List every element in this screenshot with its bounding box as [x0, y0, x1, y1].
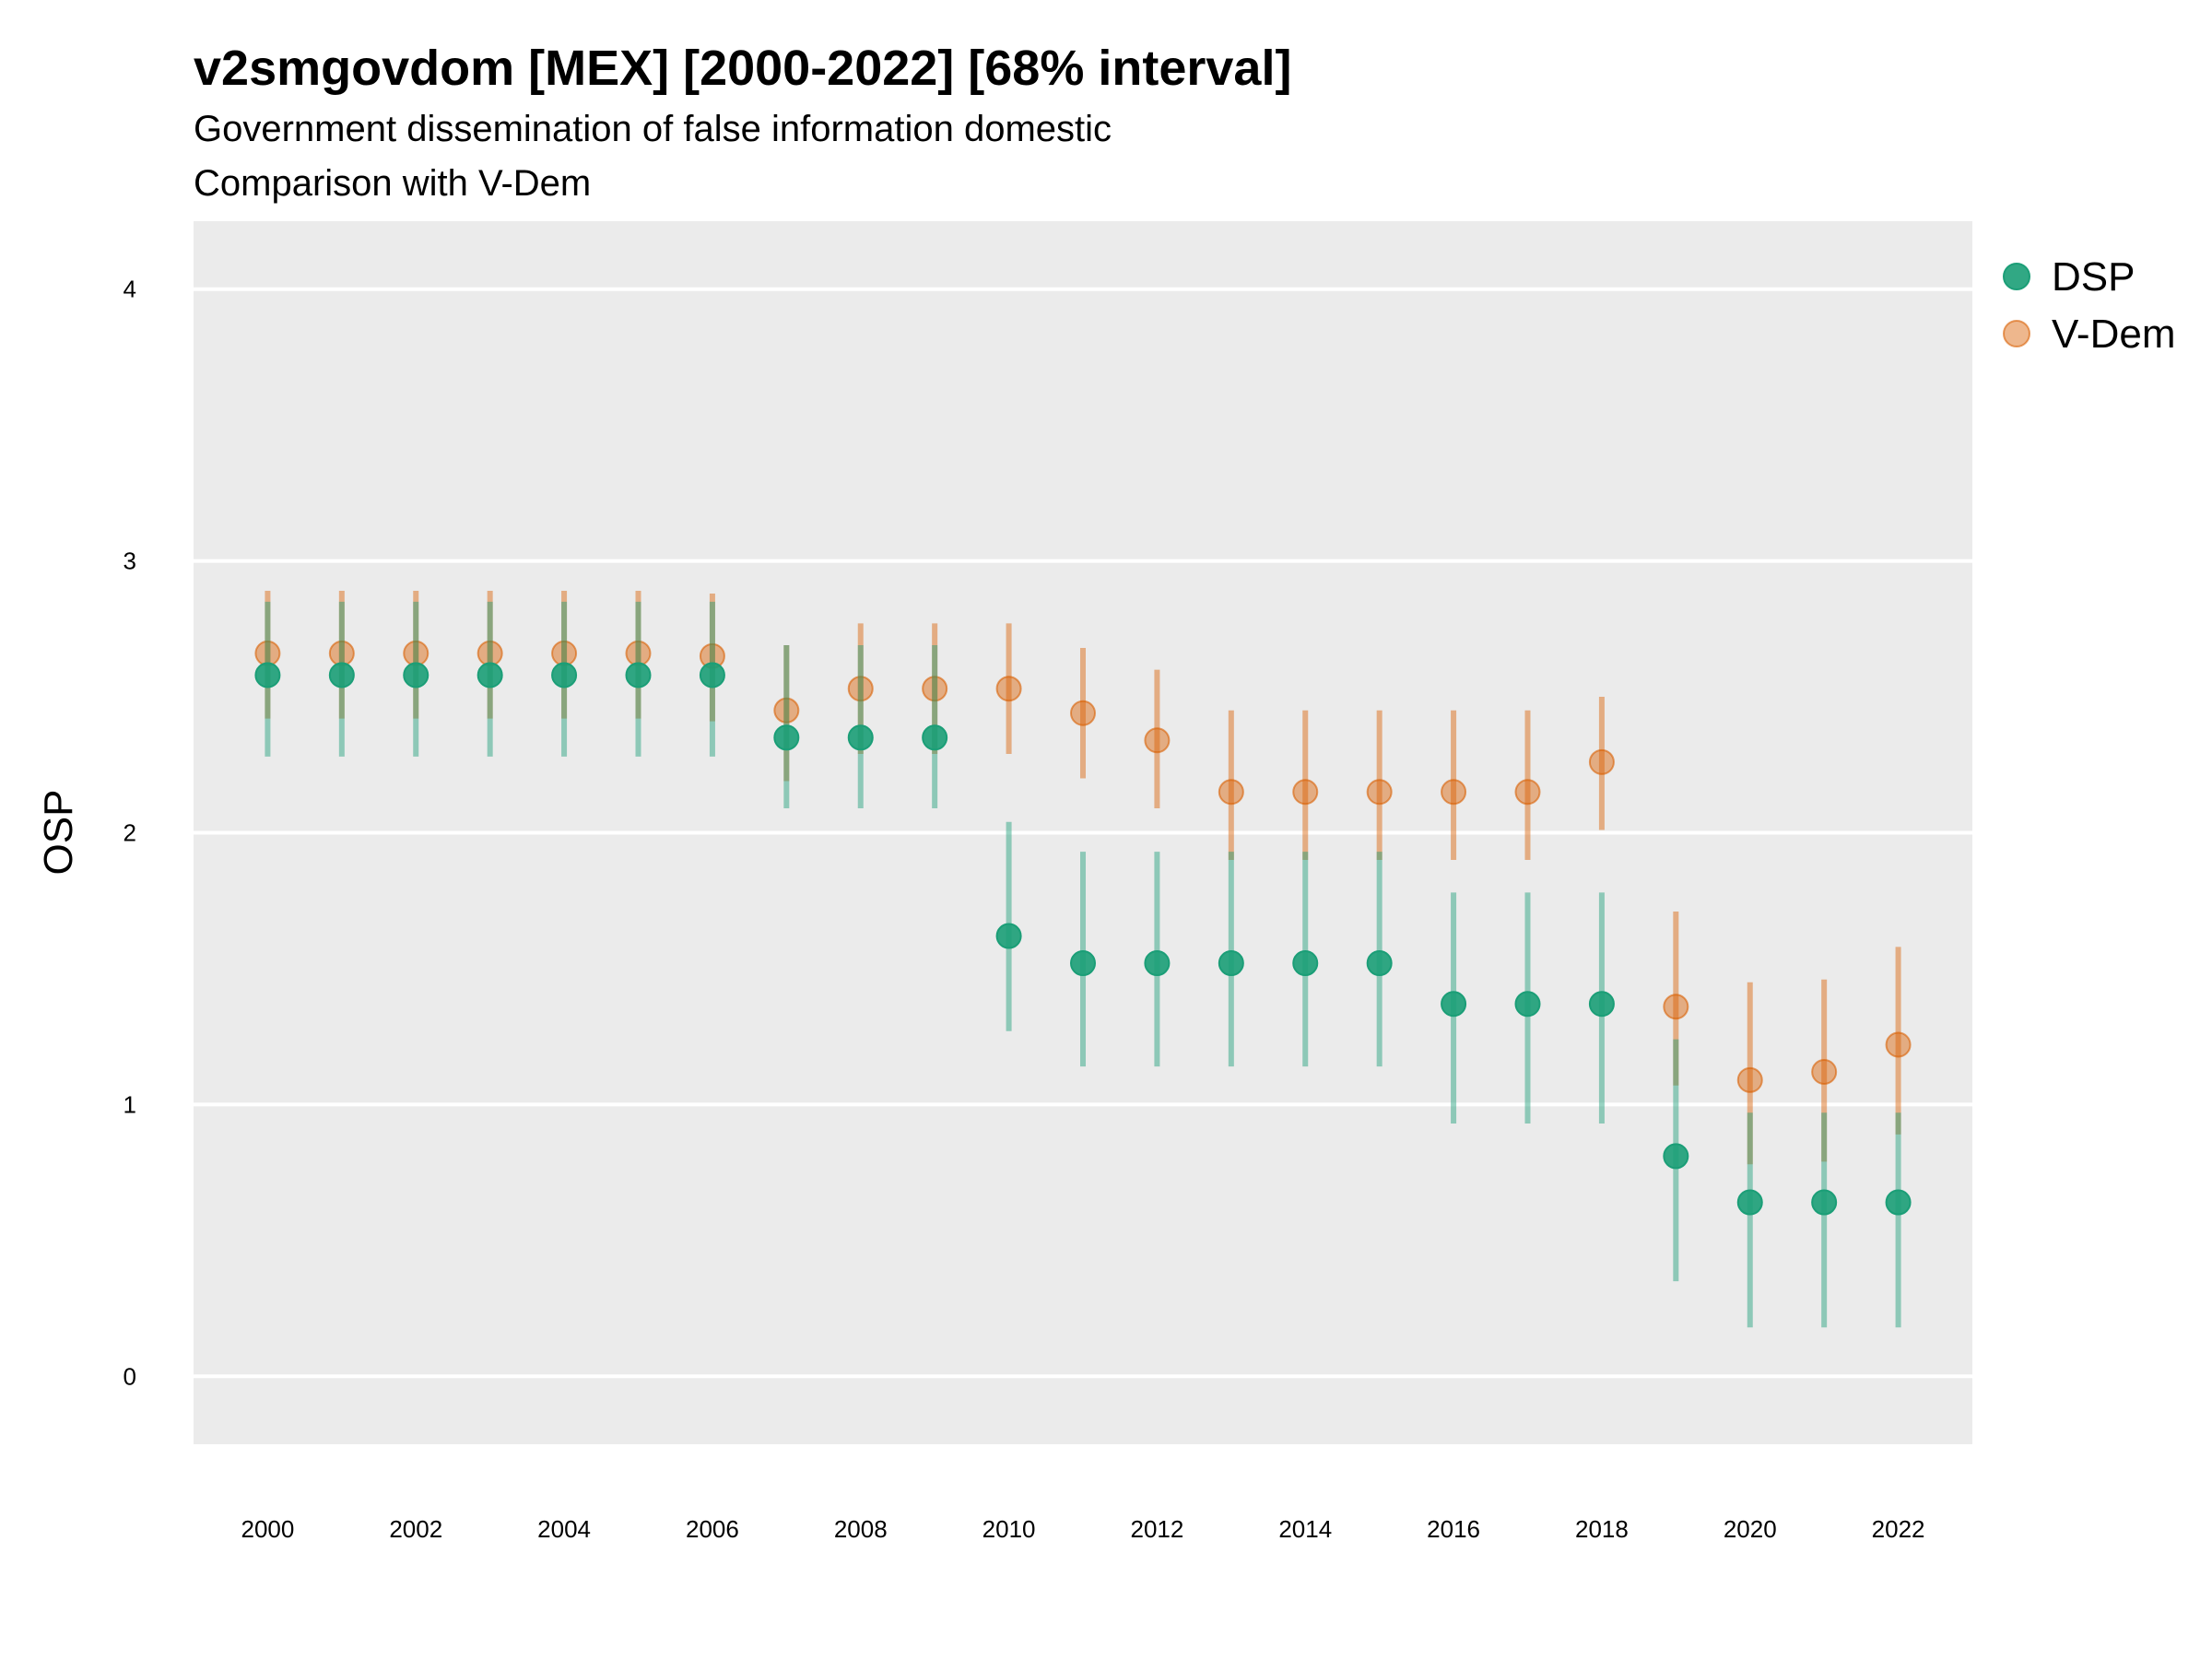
grid-lines [194, 287, 1972, 1379]
y-tick-label: 1 [124, 1090, 136, 1118]
data-point [1811, 1059, 1838, 1086]
data-point [477, 662, 503, 688]
legend-key [2003, 320, 2030, 347]
y-tick-labels: 0 1 2 3 4 [124, 276, 136, 1391]
x-tick-label: 2020 [1724, 1515, 1777, 1543]
data-point [699, 662, 725, 688]
legend-label: V-Dem [2052, 312, 2175, 357]
y-tick-label: 0 [124, 1362, 136, 1390]
x-tick-label: 2004 [537, 1515, 591, 1543]
x-tick-label: 2000 [241, 1515, 294, 1543]
data-point [1144, 950, 1171, 977]
y-axis-label: OSP [36, 790, 81, 876]
data-point [1070, 700, 1096, 726]
data-point [1441, 991, 1467, 1018]
data-point [1366, 779, 1393, 806]
series-marks [254, 591, 1912, 1328]
x-tick-label: 2002 [389, 1515, 442, 1543]
data-point [922, 676, 948, 702]
chart-title: v2smgovdom [MEX] [2000-2022] [68% interv… [194, 41, 1291, 96]
data-point [1885, 1189, 1912, 1216]
chart-subtitle-line-1: Government dissemination of false inform… [194, 109, 1112, 149]
data-point [254, 662, 281, 688]
data-point [1366, 950, 1393, 977]
series-dsp [254, 601, 1912, 1328]
data-point [1811, 1189, 1838, 1216]
data-point [773, 724, 800, 751]
y-tick-label: 4 [124, 276, 136, 303]
x-tick-label: 2018 [1575, 1515, 1629, 1543]
data-point [1218, 779, 1244, 806]
chart-subtitle-line-2: Comparison with V-Dem [194, 163, 591, 204]
data-point [1441, 779, 1467, 806]
data-point [1070, 950, 1096, 977]
data-point [1218, 950, 1244, 977]
data-point [995, 923, 1022, 949]
data-point [328, 662, 355, 688]
data-point [1736, 1066, 1763, 1093]
data-point [922, 724, 948, 751]
x-tick-label: 2016 [1427, 1515, 1480, 1543]
data-point [551, 662, 578, 688]
data-point [1736, 1189, 1763, 1216]
data-point [1292, 779, 1319, 806]
data-point [625, 662, 652, 688]
x-tick-label: 2006 [686, 1515, 739, 1543]
data-point [773, 697, 800, 724]
legend-key [2003, 263, 2030, 290]
data-point [1292, 950, 1319, 977]
x-tick-label: 2014 [1278, 1515, 1332, 1543]
x-tick-label: 2010 [982, 1515, 1036, 1543]
data-point [1885, 1031, 1912, 1058]
legend: DSP V-Dem [2003, 254, 2175, 357]
data-point [1663, 994, 1689, 1020]
x-tick-label: 2012 [1130, 1515, 1183, 1543]
y-tick-label: 3 [124, 547, 136, 575]
series-v-dem [254, 591, 1912, 1165]
legend-label: DSP [2052, 254, 2135, 300]
data-point [1663, 1143, 1689, 1170]
data-point [1514, 779, 1541, 806]
x-tick-label: 2022 [1872, 1515, 1925, 1543]
data-point [847, 724, 874, 751]
data-point [1588, 991, 1615, 1018]
data-point [1144, 727, 1171, 754]
x-tick-label: 2008 [834, 1515, 888, 1543]
x-tick-labels: 2000 2002 2004 2006 2008 2010 2012 2014 2016 2018… [241, 1515, 1924, 1543]
data-point [995, 676, 1022, 702]
y-tick-label: 2 [124, 819, 136, 847]
data-point [1588, 748, 1615, 775]
data-point [1514, 991, 1541, 1018]
data-point [403, 662, 429, 688]
data-point [847, 676, 874, 702]
